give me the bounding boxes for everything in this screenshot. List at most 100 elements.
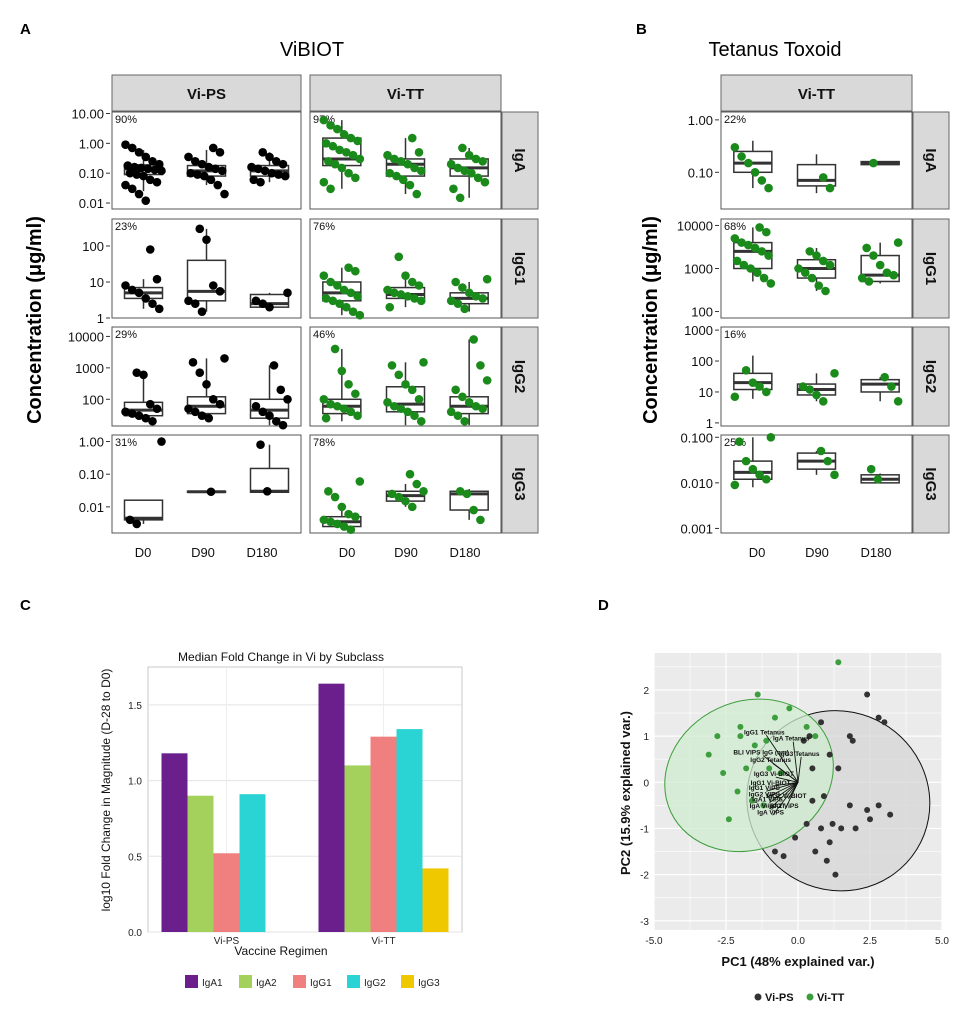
data-point: [148, 299, 157, 308]
data-point: [889, 270, 898, 280]
data-point: [407, 133, 417, 143]
panel-letter-a: A: [20, 21, 31, 38]
data-point: [346, 525, 356, 534]
legend-label: IgG3: [418, 978, 440, 989]
data-point: [737, 238, 746, 247]
data-point: [197, 411, 207, 421]
panel-letter-c: C: [20, 597, 31, 614]
loading-label: IgA2 ViPS: [768, 803, 799, 810]
data-point: [197, 307, 207, 316]
pca-point: [748, 797, 755, 804]
data-point: [217, 166, 227, 176]
data-point: [267, 168, 277, 178]
b-ytick: 100: [691, 305, 713, 320]
data-point: [818, 173, 828, 182]
facet-panel: [720, 434, 913, 534]
data-point: [145, 399, 155, 409]
data-point: [755, 470, 764, 480]
b-xtick-3: D180: [860, 545, 891, 560]
loading-label: IgA ViPS: [757, 809, 784, 816]
panel-a-ylabel: Concentration (μg/ml): [24, 216, 46, 424]
data-point: [220, 354, 229, 363]
data-point: [864, 277, 874, 286]
data-point: [387, 361, 397, 370]
y-tick-label: 0.5: [128, 852, 142, 863]
data-point: [405, 469, 415, 479]
data-point: [476, 361, 485, 370]
data-point: [269, 361, 279, 370]
loading-label: IgG1 Vi-BIOT: [751, 780, 791, 787]
data-point: [748, 464, 758, 474]
pca-point: [823, 857, 830, 864]
data-point: [469, 505, 478, 515]
data-point: [190, 407, 200, 417]
data-point: [882, 268, 892, 277]
data-point: [204, 162, 214, 172]
pca-point: [812, 848, 819, 855]
b-ytick: 0.100: [680, 430, 713, 445]
data-point: [458, 143, 467, 153]
data-point: [389, 154, 399, 164]
pca-point: [852, 825, 859, 832]
data-point: [805, 247, 815, 256]
legend-swatch: [185, 975, 198, 988]
data-point: [326, 277, 335, 287]
a-ytick: 0.10: [79, 467, 104, 482]
data-point: [330, 344, 340, 354]
data-point: [394, 492, 404, 502]
pca-point: [829, 820, 836, 827]
loading-label: IgG1 Tetanus: [744, 729, 785, 736]
pca-point: [705, 751, 712, 758]
data-point: [480, 177, 490, 187]
a-ytick: 1: [97, 311, 104, 326]
pca-point: [818, 825, 825, 832]
strip-a-row-2: [501, 218, 539, 319]
data-point: [353, 411, 362, 421]
pca-point: [766, 765, 773, 772]
data-point: [453, 411, 463, 421]
data-point: [202, 235, 211, 244]
strip-a-row-2-label: IgG1: [511, 252, 528, 285]
data-point: [800, 268, 810, 277]
x-tick-label: 5.0: [935, 936, 949, 947]
loading-arrow: [775, 776, 799, 783]
data-point: [385, 302, 395, 312]
a-ytick: 1000: [75, 361, 104, 376]
data-point: [326, 121, 335, 130]
data-point: [407, 385, 417, 395]
data-point: [150, 165, 160, 175]
pca-point: [846, 733, 853, 740]
x-tick-label: Vi-TT: [371, 936, 395, 947]
y-tick-label: -2: [640, 871, 649, 882]
data-point: [410, 294, 419, 303]
data-point: [739, 260, 749, 270]
data-point: [458, 283, 467, 292]
data-point: [184, 152, 193, 162]
pca-point: [792, 834, 799, 841]
bar: [422, 868, 449, 932]
bar: [370, 736, 397, 932]
data-point: [730, 142, 740, 152]
data-point: [416, 296, 426, 306]
data-point: [265, 302, 274, 312]
data-point: [220, 189, 229, 199]
b-ytick: 0.010: [680, 476, 713, 491]
pca-point: [826, 751, 833, 758]
data-point: [449, 184, 458, 194]
loading-label: IgA Tetanus: [773, 736, 810, 743]
bar: [239, 794, 266, 932]
b-ytick: 1: [706, 416, 713, 431]
strip-b-row-1: [912, 111, 950, 210]
percent-label: 46%: [313, 329, 335, 341]
loading-arrow: [765, 735, 799, 783]
strip-b-row-3: [912, 326, 950, 427]
data-point: [482, 376, 492, 385]
pca-point: [806, 733, 813, 740]
b-ytick: 0.001: [680, 521, 713, 536]
loading-label: IgG3 Vi-BIOT: [754, 771, 794, 778]
data-point: [403, 159, 413, 169]
data-point: [339, 130, 349, 139]
data-point: [412, 479, 422, 489]
data-point: [253, 164, 263, 174]
legend-label: IgA2: [256, 978, 277, 989]
